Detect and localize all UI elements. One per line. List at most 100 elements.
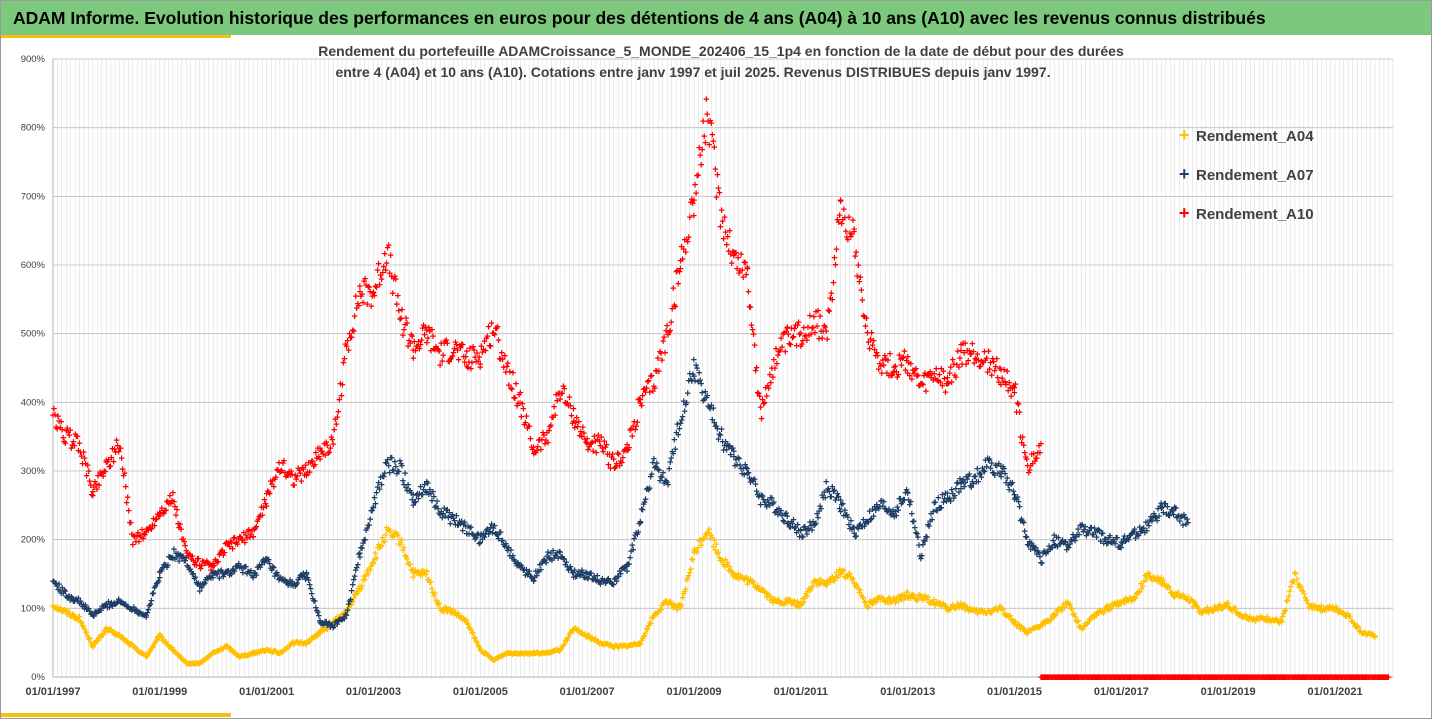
data-point-plus: + bbox=[654, 608, 660, 620]
data-point-plus: + bbox=[986, 606, 992, 618]
data-point-plus: + bbox=[518, 560, 524, 572]
data-point-plus: + bbox=[580, 568, 586, 580]
data-point-plus: + bbox=[811, 576, 817, 588]
data-point-plus: + bbox=[413, 568, 419, 580]
data-point-plus: + bbox=[716, 552, 722, 564]
data-point-plus: + bbox=[1043, 548, 1049, 560]
data-point-plus: + bbox=[487, 653, 493, 665]
data-point-plus: + bbox=[1002, 468, 1008, 480]
data-point-plus: + bbox=[518, 648, 524, 660]
data-point-plus: + bbox=[828, 491, 834, 503]
data-point-plus: + bbox=[69, 609, 75, 621]
data-point-plus: + bbox=[393, 527, 399, 539]
data-point-plus: + bbox=[1106, 605, 1112, 617]
data-point-plus: + bbox=[912, 593, 918, 605]
data-point-plus: + bbox=[1211, 601, 1217, 613]
data-point-plus: + bbox=[870, 511, 876, 523]
data-point-plus: + bbox=[263, 554, 269, 566]
data-point-plus: + bbox=[191, 574, 197, 586]
data-point-plus: + bbox=[480, 529, 486, 541]
data-point-plus: + bbox=[813, 576, 819, 588]
data-point-plus: + bbox=[675, 279, 681, 291]
data-point-plus: + bbox=[208, 573, 214, 585]
data-point-plus: + bbox=[1309, 604, 1315, 616]
data-point-plus: + bbox=[1217, 600, 1223, 612]
x-tick-label: 01/01/1999 bbox=[132, 686, 187, 698]
data-point-plus: + bbox=[548, 648, 554, 660]
data-point-plus: + bbox=[1137, 526, 1143, 538]
data-point-plus: + bbox=[495, 652, 501, 664]
data-point-plus: + bbox=[738, 464, 744, 476]
data-point-plus: + bbox=[798, 525, 804, 537]
data-point-plus: + bbox=[160, 635, 166, 647]
data-point-plus: + bbox=[452, 608, 458, 620]
data-point-plus: + bbox=[1169, 587, 1175, 599]
data-point-plus: + bbox=[429, 583, 435, 595]
data-point-plus: + bbox=[894, 502, 900, 514]
data-point-plus: + bbox=[261, 646, 267, 658]
data-point-plus: + bbox=[573, 572, 579, 584]
data-point-plus: + bbox=[408, 488, 414, 500]
data-point-plus: + bbox=[1114, 533, 1120, 545]
data-point-plus: + bbox=[563, 557, 569, 569]
data-point-plus: + bbox=[1301, 588, 1307, 600]
data-point-plus: + bbox=[335, 615, 341, 627]
data-point-plus: + bbox=[343, 610, 349, 622]
data-point-plus: + bbox=[965, 471, 971, 483]
data-point-plus: + bbox=[711, 418, 717, 430]
data-point-plus: + bbox=[1346, 611, 1352, 623]
data-point-plus: + bbox=[780, 515, 786, 527]
data-point-plus: + bbox=[527, 649, 533, 661]
data-point-plus: + bbox=[313, 603, 319, 615]
data-point-plus: + bbox=[731, 570, 737, 582]
data-point-plus: + bbox=[355, 588, 361, 600]
data-point-plus: + bbox=[244, 569, 250, 581]
data-point-plus: + bbox=[958, 484, 964, 496]
data-point-plus: + bbox=[411, 568, 417, 580]
data-point-plus: + bbox=[1342, 611, 1348, 623]
data-point-plus: + bbox=[777, 598, 783, 610]
data-point-plus: + bbox=[125, 602, 131, 614]
data-point-plus: + bbox=[251, 648, 257, 660]
data-point-plus: + bbox=[453, 510, 459, 522]
data-point-plus: + bbox=[235, 650, 241, 662]
data-point-plus: + bbox=[414, 567, 420, 579]
data-point-plus: + bbox=[171, 544, 177, 556]
data-point-plus: + bbox=[1276, 618, 1282, 630]
data-point-plus: + bbox=[312, 596, 318, 608]
data-point-plus: + bbox=[357, 548, 363, 560]
data-point-plus: + bbox=[1135, 588, 1141, 600]
data-point-plus: + bbox=[704, 529, 710, 541]
data-point-plus: + bbox=[269, 565, 275, 577]
data-point-plus: + bbox=[310, 594, 316, 606]
data-point-plus: + bbox=[479, 646, 485, 658]
data-point-plus: + bbox=[1040, 548, 1046, 560]
data-point-plus: + bbox=[665, 600, 671, 612]
data-point-plus: + bbox=[443, 505, 449, 517]
data-point-plus: + bbox=[922, 536, 928, 548]
data-point-plus: + bbox=[1079, 623, 1085, 635]
data-point-plus: + bbox=[1129, 593, 1135, 605]
data-point-plus: + bbox=[684, 575, 690, 587]
data-point-plus: + bbox=[899, 590, 905, 602]
data-point-plus: + bbox=[705, 401, 711, 413]
data-point-plus: + bbox=[65, 592, 71, 604]
data-point-plus: + bbox=[503, 538, 509, 550]
data-point-plus: + bbox=[534, 571, 540, 583]
data-point-plus: + bbox=[654, 458, 660, 470]
data-point-plus: + bbox=[457, 519, 463, 531]
data-point-plus: + bbox=[1219, 604, 1225, 616]
data-point-plus: + bbox=[102, 600, 108, 612]
data-point-plus: + bbox=[1272, 615, 1278, 627]
data-point-plus: + bbox=[958, 601, 964, 613]
data-point-plus: + bbox=[795, 526, 801, 538]
data-point-plus: + bbox=[201, 579, 207, 591]
data-point-plus: + bbox=[1049, 611, 1055, 623]
data-point-plus: + bbox=[619, 640, 625, 652]
data-point-plus: + bbox=[992, 470, 998, 482]
data-point-plus: + bbox=[644, 624, 650, 636]
data-point-plus: + bbox=[101, 626, 107, 638]
data-point-plus: + bbox=[346, 596, 352, 608]
data-point-plus: + bbox=[565, 632, 571, 644]
data-point-plus: + bbox=[442, 603, 448, 615]
